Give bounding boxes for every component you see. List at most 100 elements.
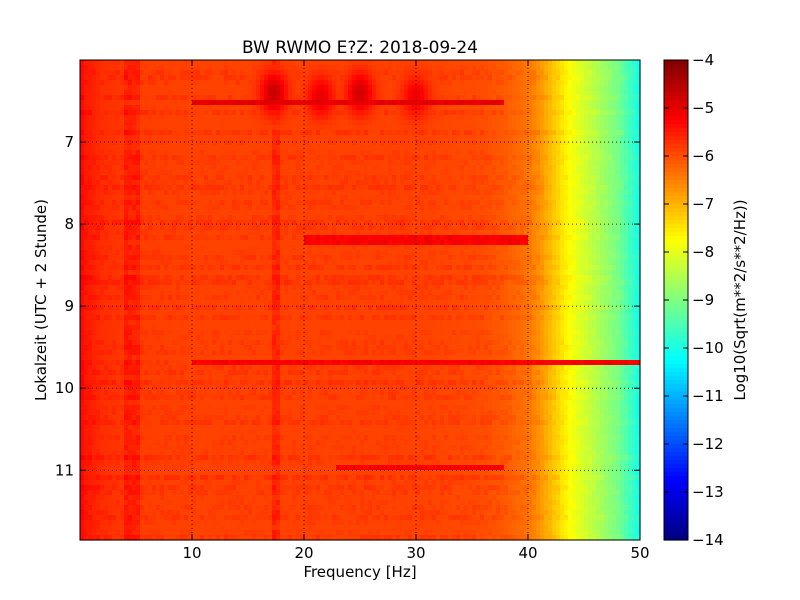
- heatmap-cell: [188, 165, 193, 171]
- heatmap-cell: [588, 170, 593, 176]
- heatmap-cell: [288, 120, 293, 126]
- heatmap-cell: [556, 155, 561, 161]
- heatmap-cell: [212, 125, 217, 131]
- heatmap-cell: [380, 150, 385, 156]
- heatmap-cell: [216, 160, 221, 166]
- heatmap-cell: [88, 110, 93, 116]
- heatmap-cell: [596, 145, 601, 151]
- heatmap-cell: [380, 125, 385, 131]
- heatmap-cell: [284, 190, 289, 196]
- heatmap-cell: [560, 95, 565, 101]
- heatmap-cell: [188, 185, 193, 191]
- heatmap-cell: [348, 130, 353, 136]
- heatmap-cell: [128, 90, 133, 96]
- heatmap-cell: [380, 200, 385, 206]
- heatmap-cell: [360, 165, 365, 171]
- heatmap-cell: [304, 85, 309, 91]
- heatmap-cell: [476, 80, 481, 86]
- heatmap-cell: [424, 160, 429, 166]
- heatmap-cell: [380, 70, 385, 76]
- heatmap-cell: [84, 185, 89, 191]
- heatmap-cell: [504, 65, 509, 71]
- heatmap-cell: [532, 120, 537, 126]
- heatmap-cell: [100, 195, 105, 201]
- heatmap-cell: [488, 220, 493, 226]
- heatmap-cell: [244, 90, 249, 96]
- heatmap-cell: [548, 125, 553, 131]
- heatmap-cell: [384, 90, 389, 96]
- heatmap-cell: [496, 60, 501, 66]
- heatmap-cell: [100, 170, 105, 176]
- heatmap-cell: [312, 230, 317, 236]
- heatmap-cell: [388, 205, 393, 211]
- heatmap-cell: [136, 120, 141, 126]
- heatmap-cell: [372, 205, 377, 211]
- heatmap-cell: [124, 225, 129, 231]
- heatmap-cell: [232, 185, 237, 191]
- heatmap-cell: [284, 210, 289, 216]
- heatmap-cell: [188, 85, 193, 91]
- heatmap-cell: [420, 70, 425, 76]
- heatmap-cell: [228, 185, 233, 191]
- heatmap-cell: [96, 160, 101, 166]
- heatmap-cell: [164, 150, 169, 156]
- heatmap-cell: [228, 135, 233, 141]
- heatmap-cell: [576, 185, 581, 191]
- heatmap-cell: [584, 180, 589, 186]
- heatmap-cell: [332, 65, 337, 71]
- heatmap-cell: [468, 145, 473, 151]
- heatmap-cell: [124, 120, 129, 126]
- heatmap-cell: [228, 65, 233, 71]
- heatmap-cell: [196, 165, 201, 171]
- heatmap-cell: [84, 130, 89, 136]
- heatmap-cell: [268, 65, 273, 71]
- heatmap-cell: [324, 185, 329, 191]
- heatmap-cell: [324, 105, 329, 111]
- heatmap-cell: [172, 105, 177, 111]
- heatmap-cell: [120, 105, 125, 111]
- heatmap-cell: [384, 85, 389, 91]
- heatmap-cell: [104, 230, 109, 236]
- heatmap-cell: [384, 190, 389, 196]
- heatmap-cell: [188, 230, 193, 236]
- heatmap-cell: [364, 125, 369, 131]
- heatmap-cell: [340, 115, 345, 121]
- heatmap-cell: [392, 185, 397, 191]
- heatmap-cell: [432, 210, 437, 216]
- heatmap-cell: [528, 165, 533, 171]
- heatmap-cell: [332, 95, 337, 101]
- heatmap-cell: [468, 185, 473, 191]
- heatmap-cell: [104, 120, 109, 126]
- heatmap-cell: [252, 75, 257, 81]
- heatmap-cell: [180, 215, 185, 221]
- heatmap-cell: [416, 150, 421, 156]
- heatmap-cell: [588, 145, 593, 151]
- heatmap-cell: [416, 170, 421, 176]
- heatmap-cell: [544, 150, 549, 156]
- heatmap-cell: [620, 140, 625, 146]
- heatmap-cell: [440, 135, 445, 141]
- heatmap-cell: [152, 230, 157, 236]
- heatmap-cell: [136, 220, 141, 226]
- heatmap-cell: [440, 185, 445, 191]
- heatmap-cell: [412, 190, 417, 196]
- heatmap-cell: [508, 75, 513, 81]
- heatmap-cell: [120, 155, 125, 161]
- heatmap-cell: [396, 135, 401, 141]
- heatmap-cell: [524, 220, 529, 226]
- heatmap-cell: [368, 170, 373, 176]
- heatmap-cell: [112, 205, 117, 211]
- heatmap-cell: [316, 110, 321, 116]
- heatmap-cell: [184, 155, 189, 161]
- heatmap-cell: [428, 130, 433, 136]
- heatmap-cell: [520, 150, 525, 156]
- heatmap-cell: [516, 160, 521, 166]
- heatmap-cell: [104, 65, 109, 71]
- heatmap-cell: [596, 170, 601, 176]
- heatmap-cell: [556, 80, 561, 86]
- heatmap-cell: [144, 130, 149, 136]
- heatmap-cell: [560, 165, 565, 171]
- heatmap-cell: [440, 175, 445, 181]
- heatmap-cell: [536, 130, 541, 136]
- heatmap-cell: [536, 80, 541, 86]
